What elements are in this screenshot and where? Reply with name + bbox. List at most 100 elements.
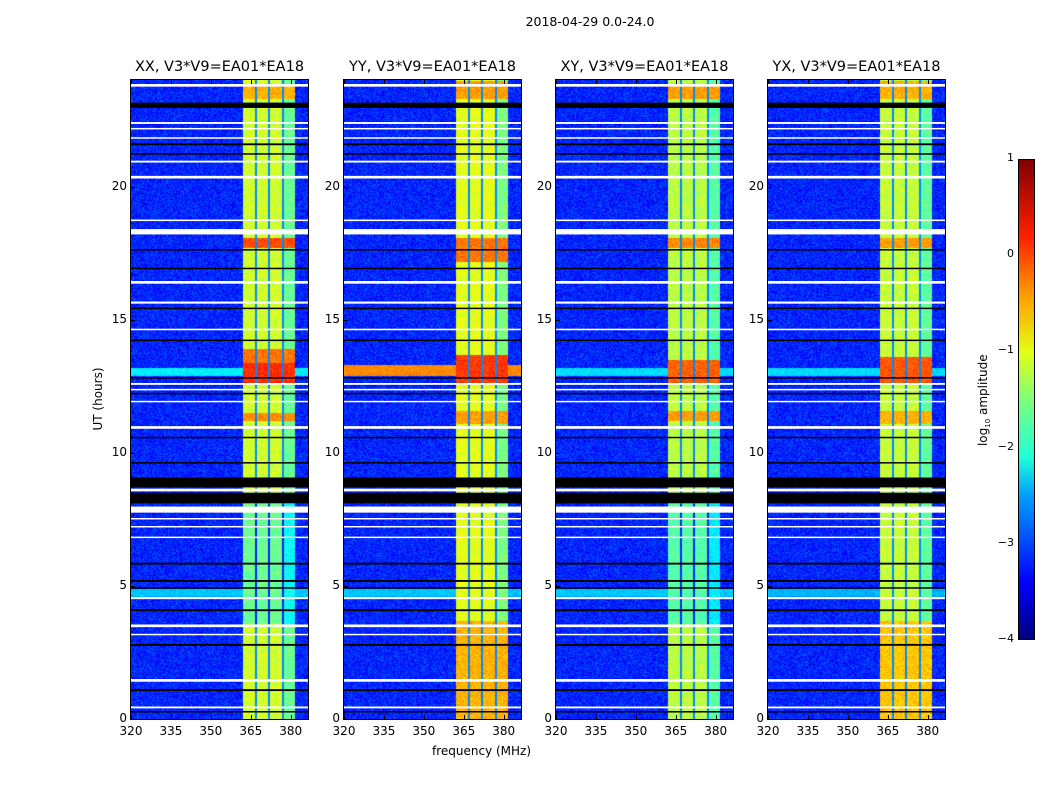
flagged-row-white xyxy=(768,426,945,429)
flagged-row-black xyxy=(768,477,945,488)
flagged-row-black xyxy=(131,102,308,108)
flagged-row-white xyxy=(768,127,945,130)
flagged-row-white xyxy=(344,426,521,429)
flagged-row-black xyxy=(768,689,945,692)
flagged-row-black xyxy=(131,609,308,612)
y-tick-label: 0 xyxy=(544,711,552,725)
x-tick-mark xyxy=(250,80,252,84)
y-tick-label: 0 xyxy=(119,711,127,725)
flagged-row-black xyxy=(768,609,945,612)
x-tick-mark xyxy=(423,715,425,719)
y-tick-mark xyxy=(768,719,772,720)
x-tick-label: 380 xyxy=(492,724,516,738)
flagged-row-black xyxy=(768,436,945,439)
flagged-row-white xyxy=(344,517,521,520)
y-tick-mark xyxy=(131,186,135,188)
x-tick-mark xyxy=(290,80,292,84)
y-tick-mark xyxy=(556,186,560,188)
flagged-row-white xyxy=(556,679,733,682)
flagged-row-black xyxy=(344,492,521,504)
flagged-row-white xyxy=(131,488,308,492)
flagged-row-white xyxy=(556,382,733,385)
y-tick-label: 20 xyxy=(748,178,764,193)
flagged-row-black xyxy=(768,643,945,646)
panel-title: YY, V3*V9=EA01*EA18 xyxy=(349,59,516,75)
flagged-row-white xyxy=(556,597,733,600)
flagged-row-white xyxy=(131,525,308,528)
flagged-row-white xyxy=(556,175,733,179)
y-tick-label: 5 xyxy=(756,577,764,592)
flagged-row-white xyxy=(344,388,521,391)
flagged-row-black xyxy=(556,587,733,589)
x-tick-mark xyxy=(927,715,929,719)
y-tick-label: 20 xyxy=(536,178,552,193)
flagged-row-black xyxy=(131,153,308,155)
y-tick-mark xyxy=(768,186,772,188)
flagged-row-white xyxy=(768,633,945,636)
flagged-row-black xyxy=(768,307,945,310)
y-tick-mark xyxy=(768,319,772,321)
x-tick-mark xyxy=(887,715,889,719)
flagged-row-black xyxy=(131,643,308,646)
y-axis-label: UT (hours) xyxy=(91,367,105,431)
flagged-row-black xyxy=(556,143,733,146)
panel-title: YX, V3*V9=EA01*EA18 xyxy=(772,59,941,75)
y-tick-label: 15 xyxy=(111,311,127,326)
flagged-row-black xyxy=(768,462,945,464)
flagged-row-black xyxy=(556,307,733,310)
flagged-row-black xyxy=(131,143,308,146)
flagged-row-white xyxy=(556,517,733,520)
flagged-row-white xyxy=(768,83,945,87)
flagged-row-black xyxy=(131,249,308,251)
flagged-row-black xyxy=(556,492,733,504)
flagged-row-white xyxy=(768,137,945,139)
x-tick-label: 350 xyxy=(199,724,223,738)
flagged-row-white xyxy=(344,160,521,163)
flagged-row-white xyxy=(131,137,308,139)
flagged-row-black xyxy=(131,307,308,310)
flagged-row-black xyxy=(556,377,733,379)
x-tick-mark xyxy=(635,80,637,84)
flagged-row-black xyxy=(344,392,521,395)
x-tick-mark xyxy=(503,715,505,719)
flagged-row-black xyxy=(131,436,308,439)
flagged-row-white xyxy=(131,400,308,403)
flagged-row-black xyxy=(556,580,733,582)
flagged-row-white xyxy=(556,160,733,163)
x-tick-mark xyxy=(807,715,809,719)
flagged-row-black xyxy=(768,249,945,251)
colorbar-label: log10 amplitude xyxy=(976,340,992,460)
heatmap-cells xyxy=(768,80,945,719)
y-tick-mark xyxy=(131,319,135,321)
x-tick-mark xyxy=(715,715,717,719)
flagged-row-black xyxy=(556,249,733,251)
heatmap-cells xyxy=(344,80,521,719)
flagged-row-white xyxy=(344,506,521,513)
y-tick-mark xyxy=(131,719,135,720)
flagged-row-white xyxy=(768,175,945,179)
flagged-row-black xyxy=(344,267,521,270)
colorbar-tick-label: 0 xyxy=(1007,247,1014,261)
flagged-row-black xyxy=(344,102,521,108)
x-tick-mark xyxy=(344,80,345,84)
y-tick-label: 20 xyxy=(111,178,127,193)
x-tick-mark xyxy=(675,80,677,84)
flagged-row-white xyxy=(131,175,308,179)
heatmap-panel xyxy=(130,79,309,720)
x-tick-mark xyxy=(887,80,889,84)
x-tick-mark xyxy=(383,715,385,719)
x-tick-mark xyxy=(675,715,677,719)
x-tick-mark xyxy=(131,80,132,84)
flagged-row-white xyxy=(344,83,521,87)
flagged-row-white xyxy=(556,624,733,628)
heatmap-panel xyxy=(767,79,946,720)
flagged-row-white xyxy=(131,328,308,331)
flagged-row-white xyxy=(556,525,733,528)
flagged-row-white xyxy=(768,122,945,124)
flagged-row-white xyxy=(344,488,521,492)
flagged-row-black xyxy=(131,587,308,589)
flagged-row-white xyxy=(131,83,308,87)
flagged-row-white xyxy=(344,624,521,628)
y-tick-mark xyxy=(344,719,348,720)
flagged-row-black xyxy=(344,377,521,379)
